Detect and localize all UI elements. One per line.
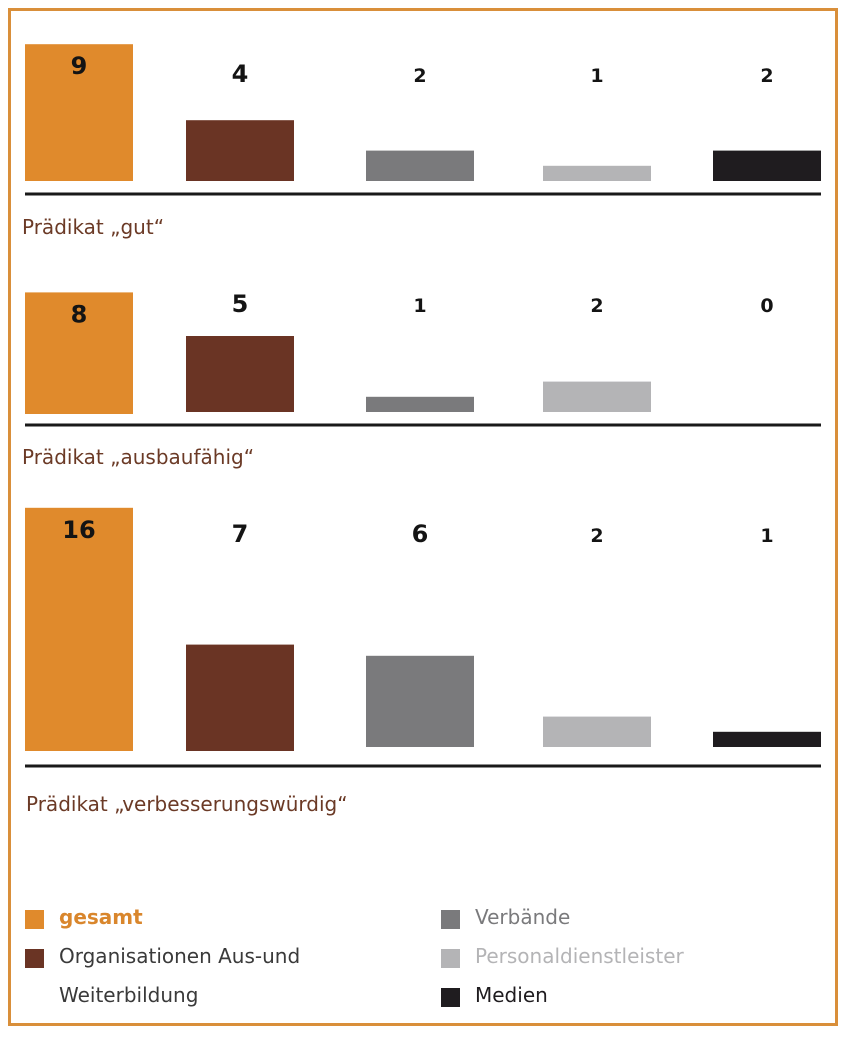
legend-swatch (441, 949, 460, 968)
bar (713, 150, 821, 181)
bar (25, 292, 133, 414)
data-label: 0 (760, 295, 773, 317)
bar (366, 655, 474, 747)
data-label: 1 (413, 295, 426, 317)
legend-swatch (441, 988, 460, 1007)
bar (543, 381, 651, 412)
bar (366, 150, 474, 181)
legend-swatch (25, 949, 44, 968)
data-label: 1 (760, 525, 773, 547)
panel-caption: Prädikat „ausbaufähig“ (22, 445, 255, 469)
legend-label: Organisationen Aus-und Weiterbildung (59, 944, 301, 1007)
bar (25, 44, 133, 182)
chart-frame (8, 8, 838, 1026)
data-label: 6 (412, 520, 429, 548)
bar (366, 396, 474, 412)
data-label: 16 (62, 516, 95, 544)
bar (186, 120, 294, 181)
data-label: 2 (590, 525, 603, 547)
legend-swatch (441, 910, 460, 929)
data-label: 2 (590, 295, 603, 317)
bar (543, 716, 651, 747)
legend-label: gesamt (59, 905, 143, 929)
data-label: 4 (232, 60, 249, 88)
legend-label: Medien (475, 983, 548, 1007)
data-label: 7 (232, 520, 249, 548)
panel-caption: Prädikat „gut“ (22, 215, 165, 239)
data-label: 1 (590, 65, 603, 87)
legend-item: Organisationen Aus-und Weiterbildung (25, 944, 300, 1015)
bar (25, 507, 133, 751)
legend-label: Personaldienstleister (475, 944, 684, 968)
legend-item: Personaldienstleister (441, 944, 684, 976)
legend-label: Verbände (475, 905, 571, 929)
data-label: 9 (71, 52, 88, 80)
panel-caption: Prädikat „verbesserungswürdig“ (26, 792, 348, 816)
bar (713, 731, 821, 747)
legend-item: Medien (441, 983, 548, 1015)
bar (186, 336, 294, 412)
data-label: 2 (760, 65, 773, 87)
legend-item: Verbände (441, 905, 570, 937)
legend-swatch (25, 910, 44, 929)
bar (186, 644, 294, 751)
data-label: 5 (232, 290, 249, 318)
data-label: 2 (413, 65, 426, 87)
data-label: 8 (71, 300, 88, 328)
bar (543, 165, 651, 181)
legend-item: gesamt (25, 905, 143, 937)
